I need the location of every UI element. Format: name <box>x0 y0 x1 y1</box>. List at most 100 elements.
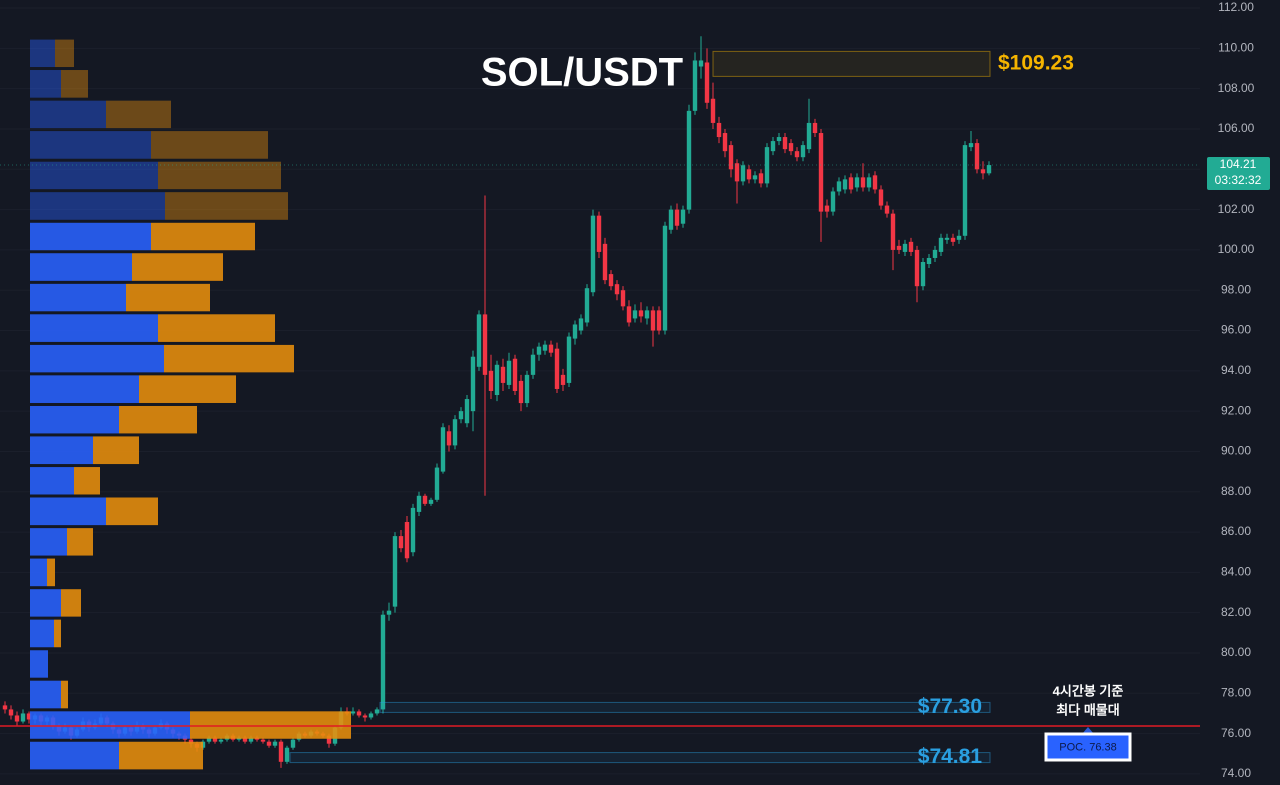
y-tick-label: 100.00 <box>1218 242 1255 256</box>
candle-body <box>14 715 20 722</box>
profile-sell-bar <box>190 711 351 739</box>
profile-sell-bar <box>158 161 281 190</box>
candle-body <box>740 165 746 182</box>
candle-body <box>680 209 686 224</box>
candle-body <box>968 143 974 148</box>
candle-body <box>386 610 392 615</box>
profile-buy-bar <box>30 39 55 68</box>
profile-sell-bar <box>93 436 139 465</box>
chart-title: SOL/USDT <box>481 51 683 95</box>
candle-body <box>806 122 812 150</box>
last-price-box <box>1207 157 1270 191</box>
last-price-label: 104.21 <box>1220 157 1257 171</box>
candle-body <box>476 314 482 367</box>
candle-body <box>770 141 776 152</box>
candle-body <box>452 419 458 446</box>
profile-sell-bar <box>74 467 100 495</box>
candle-body <box>284 747 290 762</box>
candle-body <box>734 163 740 182</box>
zone-label: $74.81 <box>918 745 983 768</box>
y-tick-label: 82.00 <box>1221 605 1251 619</box>
candle-body <box>956 235 962 240</box>
profile-buy-bar <box>30 131 151 159</box>
profile-buy-bar <box>30 589 61 617</box>
y-tick-label: 86.00 <box>1221 524 1251 538</box>
candle-body <box>380 614 386 710</box>
candle-body <box>800 145 806 158</box>
profile-sell-bar <box>61 70 88 98</box>
profile-buy-bar <box>30 650 48 678</box>
candle-body <box>938 237 944 252</box>
candle-body <box>596 215 602 252</box>
candle-body <box>560 374 566 385</box>
y-tick-label: 76.00 <box>1221 726 1251 740</box>
y-tick-label: 94.00 <box>1221 363 1251 377</box>
volume-profile <box>30 39 351 770</box>
y-tick-label: 90.00 <box>1221 444 1251 458</box>
poc-note: 최다 매물대 <box>1056 702 1119 717</box>
candle-body <box>422 495 428 504</box>
candle-body <box>866 177 872 188</box>
candle-body <box>896 245 902 250</box>
candle-body <box>290 739 296 748</box>
profile-sell-bar <box>158 314 275 342</box>
profile-sell-bar <box>132 253 223 281</box>
profile-sell-bar <box>139 375 236 403</box>
y-tick-label: 110.00 <box>1218 41 1254 55</box>
zone-label: $77.30 <box>918 695 982 718</box>
candle-body <box>248 737 254 742</box>
profile-sell-bar <box>151 131 268 159</box>
y-tick-label: 96.00 <box>1221 323 1251 337</box>
grid <box>0 7 1200 775</box>
candle-body <box>620 290 626 307</box>
candle-body <box>494 364 500 396</box>
candle-body <box>752 175 758 180</box>
candle-body <box>794 151 800 158</box>
candle-body <box>218 739 224 742</box>
candle-body <box>416 495 422 512</box>
profile-sell-bar <box>119 405 197 434</box>
candle-body <box>506 360 512 385</box>
candle-body <box>722 133 728 152</box>
candle-body <box>512 358 518 391</box>
poc-label-box <box>1044 732 1132 762</box>
candle-body <box>2 705 8 710</box>
profile-sell-bar <box>119 741 203 770</box>
y-tick-label: 74.00 <box>1221 766 1251 780</box>
candle-body <box>242 737 248 742</box>
profile-buy-bar <box>30 436 93 465</box>
candle-body <box>650 310 656 331</box>
profile-sell-bar <box>151 222 255 251</box>
candle-body <box>458 411 464 420</box>
candle-body <box>854 177 860 188</box>
y-tick-label: 98.00 <box>1221 282 1251 296</box>
zone-box <box>712 50 991 77</box>
candle-body <box>848 177 854 190</box>
candle-body <box>20 713 26 722</box>
candle-body <box>926 257 932 265</box>
candle-body <box>944 237 950 240</box>
candle-body <box>782 137 788 150</box>
y-tick-label: 112.00 <box>1218 0 1254 14</box>
profile-buy-bar <box>30 375 139 403</box>
candle-body <box>686 110 692 210</box>
candle-body <box>590 215 596 293</box>
candle-body <box>986 165 992 174</box>
candle-body <box>362 715 368 718</box>
poc-label: POC. 76.38 <box>1059 741 1116 753</box>
candle-body <box>842 179 848 190</box>
candle-body <box>746 169 752 180</box>
profile-buy-bar <box>30 467 74 495</box>
candle-body <box>872 175 878 190</box>
y-tick-label: 92.00 <box>1221 403 1251 417</box>
y-tick-label: 80.00 <box>1221 645 1251 659</box>
profile-sell-bar <box>164 344 294 373</box>
candle-body <box>398 536 404 549</box>
zone-box <box>379 701 991 713</box>
candle-body <box>908 241 914 252</box>
candle-body <box>764 147 770 184</box>
candle-body <box>326 735 332 744</box>
candle-body <box>554 348 560 389</box>
candle-body <box>524 374 530 404</box>
candle-body <box>662 225 668 331</box>
